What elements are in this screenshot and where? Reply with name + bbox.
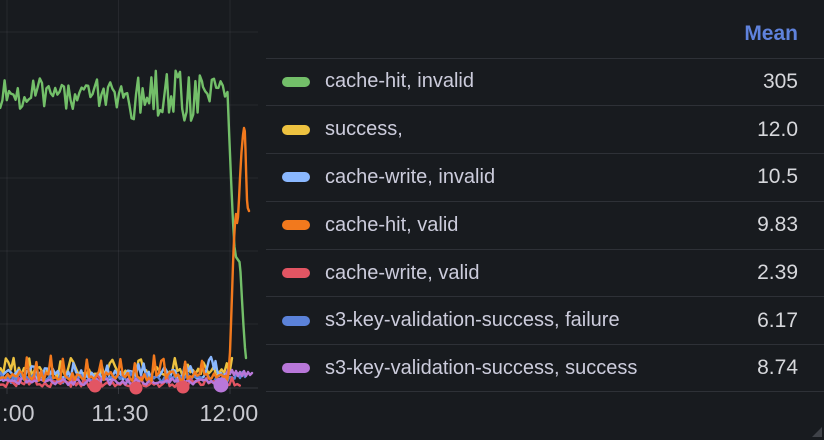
legend-mean-value: 10.5: [757, 165, 798, 189]
series-color-swatch: [282, 268, 310, 279]
legend-series-label: success,: [325, 118, 403, 141]
legend-row[interactable]: s3-key-validation-success, failure 6.17: [266, 296, 824, 344]
legend-row[interactable]: cache-hit, valid 9.83: [266, 200, 824, 249]
legend-header: Mean: [266, 0, 824, 58]
legend-series-label: s3-key-validation-success, failure: [325, 309, 620, 332]
series-color-swatch: [282, 124, 310, 135]
legend-row[interactable]: cache-write, invalid 10.5: [266, 153, 824, 201]
x-axis-label: 11:30: [91, 400, 149, 426]
legend-series-label: cache-hit, valid: [325, 213, 459, 236]
legend-series-label: cache-write, valid: [325, 261, 480, 284]
panel-resize-handle[interactable]: [812, 427, 822, 437]
legend-mean-value: 305: [762, 69, 798, 93]
legend-series-label: s3-key-validation-success, success: [325, 356, 638, 379]
series-color-swatch: [282, 315, 310, 326]
legend-row[interactable]: cache-write, valid 2.39: [266, 248, 824, 297]
legend-mean-value: 6.17: [757, 308, 798, 332]
timeseries-plot[interactable]: :00 11:30 12:00: [0, 0, 258, 440]
legend-mean-value: 9.83: [757, 213, 798, 237]
legend-row[interactable]: cache-hit, invalid 305: [266, 57, 824, 106]
legend-table: Mean cache-hit, invalid 305 success, 12.…: [266, 0, 824, 440]
legend-series-label: cache-hit, invalid: [325, 70, 474, 93]
x-axis-label: :00: [2, 400, 35, 426]
series-color-swatch: [282, 172, 310, 183]
series-color-swatch: [282, 220, 310, 231]
legend-mean-value: 2.39: [757, 261, 798, 285]
legend-row[interactable]: success, 12.0: [266, 105, 824, 153]
legend-series-label: cache-write, invalid: [325, 165, 496, 188]
legend-mean-value: 12.0: [757, 117, 798, 141]
series-color-swatch: [282, 76, 310, 87]
legend-mean-value: 8.74: [757, 356, 798, 380]
x-axis-label: 12:00: [199, 400, 259, 426]
timeseries-canvas: [0, 0, 258, 395]
series-color-swatch: [282, 363, 310, 374]
legend-row[interactable]: s3-key-validation-success, success 8.74: [266, 344, 824, 393]
legend-mean-sort-button[interactable]: Mean: [744, 21, 798, 45]
